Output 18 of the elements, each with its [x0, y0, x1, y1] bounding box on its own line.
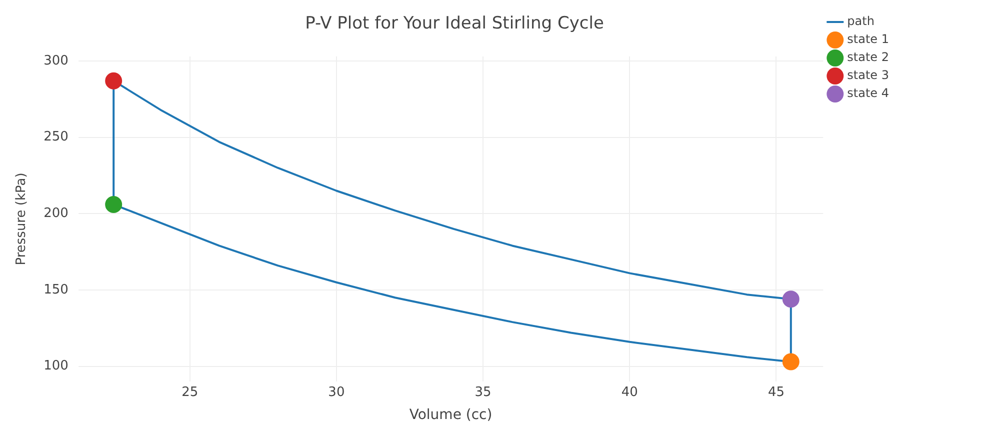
chart-title: P-V Plot for Your Ideal Stirling Cycle [305, 14, 604, 34]
y-tick-label: 250 [44, 130, 68, 145]
x-tick-label: 35 [474, 384, 492, 400]
x-tick-label: 30 [328, 384, 345, 400]
legend-label: state 1 [847, 32, 890, 46]
x-tick-label: 25 [182, 384, 198, 400]
y-tick-label: 200 [44, 206, 68, 222]
x-axis-title: Volume (cc) [409, 407, 492, 424]
legend-label: state 3 [847, 68, 890, 82]
x-tick-label: 40 [621, 384, 638, 400]
y-tick-label: 150 [44, 282, 68, 298]
legend-label: state 4 [847, 86, 890, 100]
y-axis-title: Pressure (kPa) [14, 172, 30, 266]
legend-label: path [847, 14, 874, 28]
x-tick-label: 45 [768, 384, 785, 400]
y-tick-label: 100 [44, 358, 68, 374]
y-tick-label: 300 [44, 53, 68, 68]
legend-label: state 2 [847, 50, 890, 64]
